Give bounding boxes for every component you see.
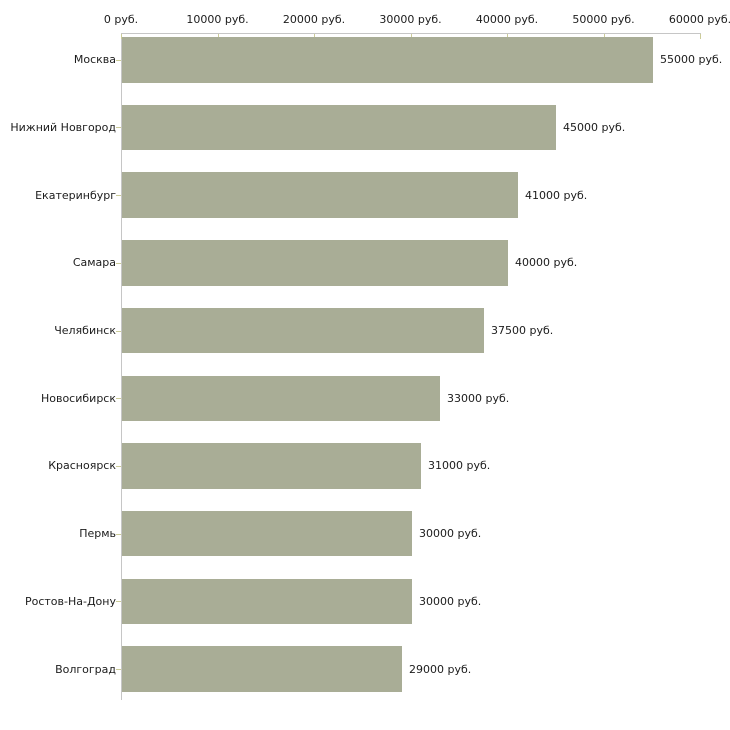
x-axis-tick [314, 34, 315, 39]
category-label: Ростов-На-Дону [24, 594, 116, 608]
x-axis-tick-label: 20000 руб. [282, 13, 346, 26]
y-axis-line [121, 33, 122, 700]
value-label: 29000 руб. [409, 662, 472, 676]
category-label: Красноярск [48, 459, 116, 473]
value-label: 40000 руб. [515, 256, 578, 270]
value-label: 30000 руб. [419, 594, 482, 608]
category-tick [116, 398, 121, 399]
category-tick [116, 601, 121, 602]
value-label: 30000 руб. [419, 527, 482, 541]
x-axis-tick-label: 10000 руб. [186, 13, 249, 26]
bar [122, 104, 556, 151]
value-label: 45000 руб. [563, 120, 626, 134]
bar [122, 307, 484, 354]
value-label: 31000 руб. [428, 459, 491, 473]
category-tick [116, 195, 121, 196]
value-label: 33000 руб. [447, 391, 510, 405]
bar [122, 443, 421, 489]
category-label: Москва [73, 53, 116, 67]
bar [122, 375, 440, 421]
category-tick [116, 127, 121, 128]
category-tick [116, 60, 121, 61]
category-label: Екатеринбург [35, 188, 116, 202]
value-label: 37500 руб. [491, 324, 554, 338]
category-label: Нижний Новгород [10, 120, 116, 134]
x-axis-tick [603, 34, 605, 39]
category-tick [116, 669, 121, 670]
x-axis-tick [700, 34, 701, 39]
category-tick [116, 534, 121, 535]
x-axis-tick-label: 60000 руб. [668, 13, 730, 26]
value-label: 55000 руб. [660, 53, 723, 67]
x-axis-tick [507, 34, 508, 39]
category-tick [116, 263, 121, 264]
category-tick [116, 331, 121, 332]
bar [122, 172, 518, 218]
x-axis-tick [217, 34, 219, 39]
x-axis-tick-label: 40000 руб. [475, 13, 539, 26]
category-label: Новосибирск [40, 391, 116, 405]
category-label: Пермь [79, 527, 116, 541]
bar [122, 240, 508, 286]
bar [122, 578, 412, 625]
category-label: Самара [72, 256, 116, 270]
bar [122, 37, 653, 83]
x-axis-tick [121, 34, 122, 39]
bar [122, 510, 412, 557]
category-label: Волгоград [55, 662, 116, 676]
category-label: Челябинск [54, 324, 116, 338]
x-axis-tick-label: 0 руб. [103, 13, 139, 26]
x-axis-tick-label: 30000 руб. [379, 13, 442, 26]
x-axis-line [121, 33, 701, 34]
value-label: 41000 руб. [525, 188, 588, 202]
category-tick [116, 466, 121, 467]
x-axis-tick-label: 50000 руб. [572, 13, 635, 26]
x-axis-tick [410, 34, 412, 39]
bar [122, 646, 402, 692]
